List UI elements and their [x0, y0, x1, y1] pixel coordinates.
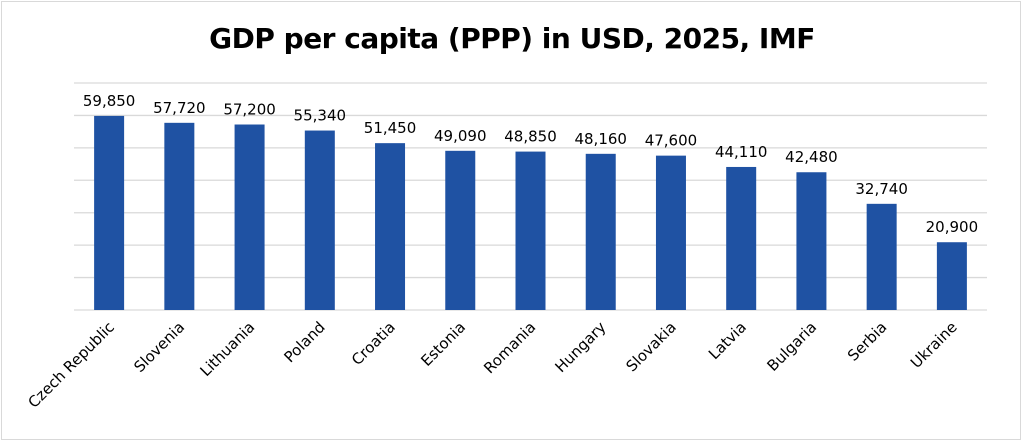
category-label: Romania: [480, 318, 539, 377]
data-label: 49,090: [434, 127, 487, 145]
category-label: Slovenia: [130, 318, 188, 376]
data-label: 55,340: [294, 107, 347, 125]
data-label: 57,720: [153, 99, 206, 117]
bar-hungary: [585, 153, 616, 310]
category-label: Ukraine: [907, 318, 961, 372]
bar-bulgaria: [796, 172, 827, 310]
category-label: Estonia: [417, 318, 469, 370]
bar-ukraine: [936, 242, 967, 310]
category-label: Slovakia: [623, 318, 680, 375]
bars: [94, 115, 967, 310]
category-label: Poland: [280, 318, 328, 366]
category-label: Lithuania: [197, 318, 259, 380]
bar-croatia: [375, 143, 406, 310]
data-label: 59,850: [83, 92, 136, 110]
data-label: 48,160: [574, 130, 627, 148]
category-label: Bulgaria: [764, 318, 821, 375]
data-labels: 59,850 57,720 57,200 55,340 51,450 49,090 48,8…: [83, 92, 978, 236]
data-label: 51,450: [364, 119, 417, 137]
bar-serbia: [866, 203, 897, 310]
bar-slovenia: [164, 122, 195, 310]
data-label: 57,200: [223, 101, 276, 119]
bar-latvia: [726, 166, 757, 310]
data-label: 48,850: [504, 128, 557, 146]
bar-estonia: [445, 150, 476, 310]
bar-romania: [515, 151, 546, 310]
data-label: 20,900: [926, 218, 979, 236]
data-label: 32,740: [855, 180, 908, 198]
category-label: Hungary: [552, 318, 610, 376]
data-label: 44,110: [715, 143, 768, 161]
category-label: Croatia: [348, 318, 399, 369]
data-label: 47,600: [645, 132, 698, 150]
category-label: Serbia: [844, 318, 891, 365]
bar-slovakia: [655, 155, 686, 310]
category-label: Latvia: [705, 318, 750, 363]
category-label: Czech Republic: [24, 318, 117, 411]
category-labels: Czech Republic Slovenia Lithuania Poland Cro…: [24, 318, 960, 412]
bar-lithuania: [234, 124, 265, 310]
bar-czech-republic: [94, 115, 125, 310]
data-label: 42,480: [785, 148, 838, 166]
bar-poland: [304, 130, 335, 310]
chart-title: GDP per capita (PPP) in USD, 2025, IMF: [209, 22, 815, 55]
